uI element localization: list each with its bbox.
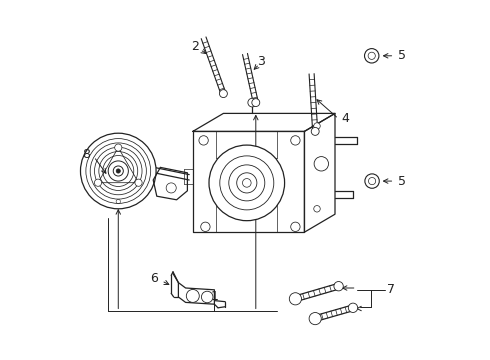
Text: 5: 5: [397, 49, 406, 62]
Circle shape: [201, 222, 210, 231]
Circle shape: [248, 98, 257, 107]
Circle shape: [289, 293, 301, 305]
Circle shape: [237, 173, 257, 193]
Circle shape: [135, 179, 142, 186]
Circle shape: [291, 222, 300, 231]
Circle shape: [199, 136, 208, 145]
Circle shape: [365, 49, 379, 63]
Circle shape: [115, 144, 122, 151]
Circle shape: [348, 303, 358, 312]
Circle shape: [314, 123, 320, 129]
Circle shape: [116, 169, 121, 173]
Circle shape: [311, 127, 319, 135]
Circle shape: [291, 136, 300, 145]
Circle shape: [309, 312, 321, 325]
Text: 4: 4: [342, 112, 350, 125]
Text: 6: 6: [150, 273, 158, 285]
Text: 2: 2: [191, 40, 198, 53]
Circle shape: [108, 161, 128, 181]
Text: 1: 1: [211, 291, 219, 303]
Text: 7: 7: [387, 283, 395, 296]
Circle shape: [314, 157, 328, 171]
Circle shape: [166, 183, 176, 193]
Text: 8: 8: [83, 148, 91, 161]
Circle shape: [334, 282, 343, 291]
Circle shape: [220, 90, 227, 98]
Text: 3: 3: [257, 55, 265, 68]
Circle shape: [80, 133, 156, 209]
Circle shape: [201, 291, 213, 303]
Circle shape: [209, 145, 285, 221]
Circle shape: [314, 206, 320, 212]
Circle shape: [95, 179, 101, 186]
Text: 5: 5: [397, 175, 406, 188]
Circle shape: [365, 174, 379, 188]
Circle shape: [186, 289, 199, 302]
Circle shape: [113, 166, 123, 176]
Circle shape: [252, 99, 260, 107]
